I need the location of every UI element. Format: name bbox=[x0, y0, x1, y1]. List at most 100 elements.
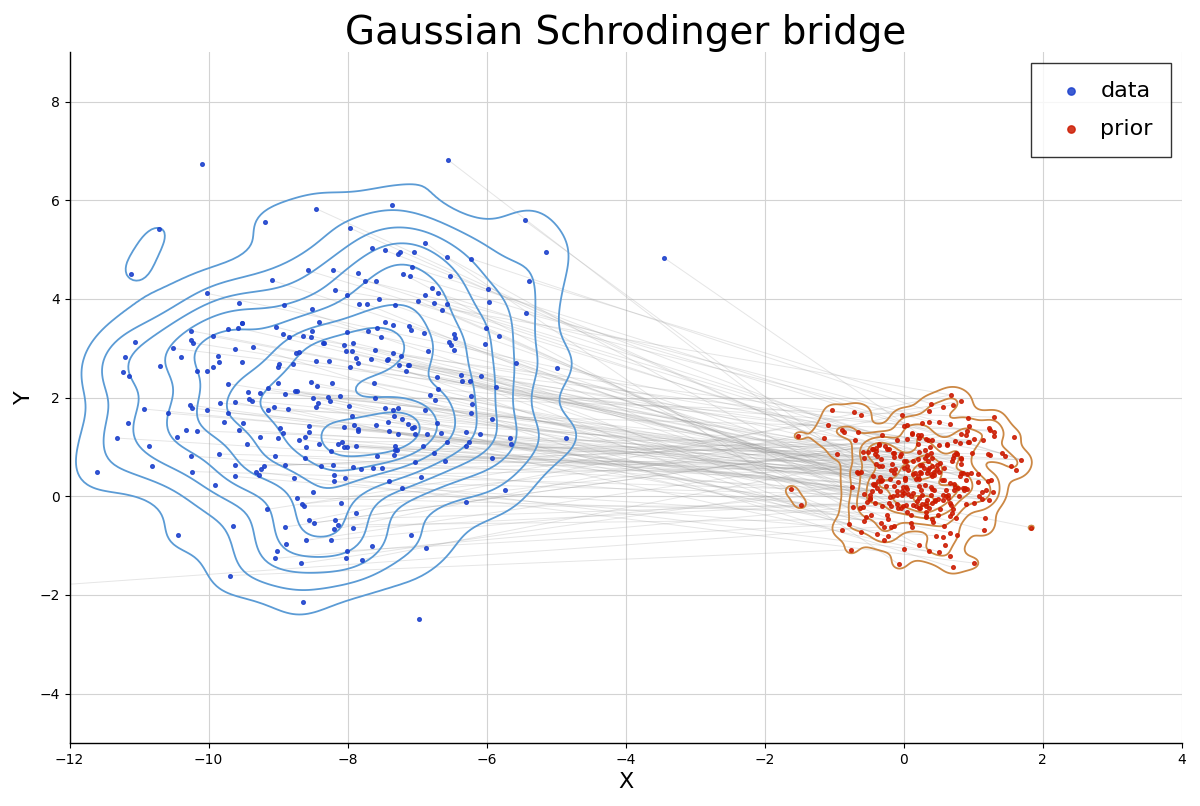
prior bbox=[938, 438, 958, 451]
data bbox=[470, 428, 490, 441]
prior bbox=[914, 443, 934, 456]
prior bbox=[980, 449, 1000, 462]
prior bbox=[844, 500, 863, 513]
data bbox=[88, 465, 107, 478]
prior bbox=[881, 463, 900, 476]
data bbox=[348, 356, 367, 369]
data bbox=[402, 529, 421, 542]
data bbox=[276, 388, 295, 401]
data bbox=[284, 472, 304, 484]
prior bbox=[937, 490, 956, 503]
prior bbox=[929, 492, 948, 505]
prior bbox=[872, 475, 892, 488]
data bbox=[394, 268, 413, 280]
prior bbox=[922, 434, 941, 447]
data bbox=[242, 394, 262, 407]
prior bbox=[923, 513, 942, 526]
data bbox=[149, 223, 168, 236]
data bbox=[180, 399, 199, 412]
prior bbox=[919, 545, 938, 558]
data bbox=[294, 500, 313, 513]
data bbox=[452, 369, 472, 382]
prior bbox=[818, 418, 838, 431]
data bbox=[379, 352, 398, 365]
prior bbox=[979, 493, 998, 506]
data bbox=[198, 404, 217, 417]
prior bbox=[930, 416, 949, 429]
prior bbox=[952, 395, 971, 408]
prior bbox=[941, 418, 960, 431]
prior bbox=[943, 398, 962, 411]
data bbox=[308, 397, 328, 409]
prior bbox=[934, 494, 953, 507]
prior bbox=[913, 489, 932, 502]
prior bbox=[864, 469, 883, 482]
data bbox=[365, 376, 384, 389]
data bbox=[288, 491, 307, 504]
data bbox=[428, 287, 448, 300]
data bbox=[500, 432, 520, 445]
data bbox=[438, 435, 457, 448]
data bbox=[296, 441, 316, 454]
data bbox=[270, 358, 289, 371]
prior bbox=[851, 501, 870, 514]
data bbox=[293, 596, 312, 609]
data bbox=[654, 251, 673, 264]
data bbox=[234, 417, 253, 430]
data bbox=[462, 397, 481, 410]
data bbox=[232, 316, 251, 329]
prior bbox=[910, 431, 929, 444]
data bbox=[486, 380, 505, 393]
data bbox=[120, 370, 139, 383]
data bbox=[208, 349, 227, 362]
data bbox=[163, 342, 182, 355]
prior bbox=[864, 478, 883, 491]
prior bbox=[870, 459, 889, 472]
data bbox=[557, 432, 576, 445]
prior bbox=[940, 550, 959, 563]
prior bbox=[884, 520, 904, 533]
prior bbox=[848, 467, 868, 480]
data bbox=[420, 388, 439, 401]
prior bbox=[868, 482, 887, 495]
prior bbox=[938, 492, 958, 505]
data bbox=[482, 451, 502, 464]
prior bbox=[893, 488, 912, 501]
data bbox=[299, 426, 318, 438]
data bbox=[276, 538, 295, 550]
prior bbox=[895, 455, 914, 467]
prior bbox=[958, 424, 977, 437]
prior bbox=[887, 434, 906, 447]
data bbox=[438, 153, 457, 166]
data bbox=[182, 465, 202, 478]
prior bbox=[916, 451, 935, 464]
data bbox=[404, 420, 424, 433]
data bbox=[515, 214, 534, 227]
data bbox=[107, 431, 126, 444]
data bbox=[121, 268, 140, 280]
prior bbox=[890, 449, 910, 462]
data bbox=[336, 551, 355, 564]
data bbox=[442, 339, 461, 351]
prior bbox=[870, 471, 889, 484]
data bbox=[406, 428, 425, 441]
data bbox=[269, 376, 288, 389]
prior bbox=[935, 519, 954, 532]
prior bbox=[916, 479, 935, 492]
prior bbox=[875, 521, 894, 534]
prior bbox=[904, 468, 923, 481]
data bbox=[366, 275, 385, 288]
data bbox=[301, 330, 320, 343]
prior bbox=[968, 468, 988, 481]
prior bbox=[930, 457, 949, 470]
prior bbox=[977, 484, 996, 496]
prior bbox=[917, 511, 936, 524]
data bbox=[320, 355, 340, 368]
prior bbox=[858, 496, 877, 509]
prior bbox=[863, 442, 882, 455]
prior bbox=[896, 498, 916, 511]
prior bbox=[902, 426, 922, 439]
prior bbox=[930, 438, 949, 451]
data bbox=[187, 364, 206, 377]
prior bbox=[857, 510, 876, 523]
